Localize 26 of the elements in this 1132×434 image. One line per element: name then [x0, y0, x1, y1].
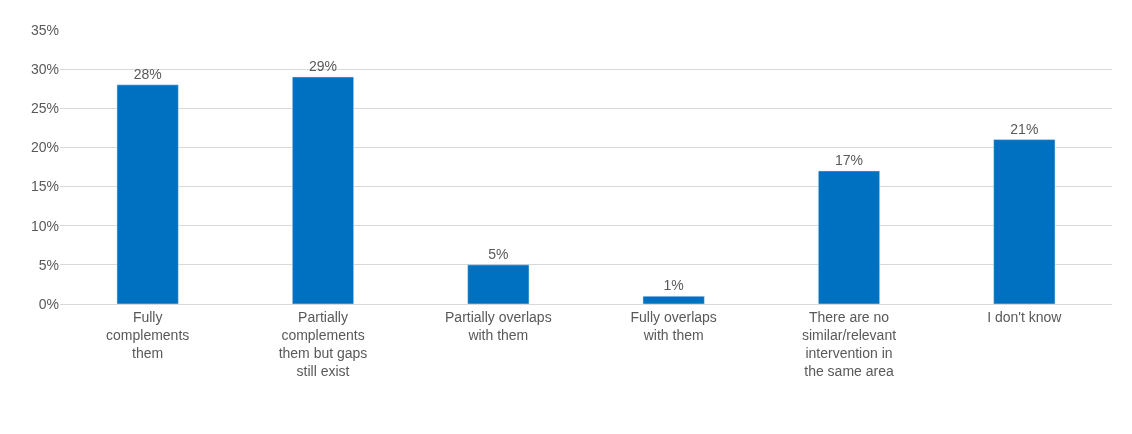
bar	[467, 264, 530, 304]
y-tick-label: 15%	[30, 178, 59, 195]
y-tick-label: 30%	[30, 61, 59, 78]
x-tick-label: Partially overlaps with them	[445, 308, 552, 343]
y-tick-label: 25%	[30, 100, 59, 117]
bar	[993, 139, 1056, 304]
y-tick-label: 0%	[38, 295, 59, 312]
data-label: 29%	[308, 57, 338, 74]
x-tick-label: I don't know	[987, 308, 1063, 325]
data-label: 17%	[834, 151, 864, 168]
y-tick-label: 35%	[30, 21, 59, 38]
data-label: 28%	[133, 65, 162, 82]
x-tick-label: There are no similar/relevant intervention in the same area	[801, 308, 897, 380]
bar	[818, 170, 880, 304]
data-label: 21%	[1010, 120, 1039, 137]
y-tick-label: 10%	[30, 217, 59, 234]
bar	[116, 84, 179, 304]
x-tick-label: Partially complements them but gaps still exist	[278, 308, 368, 380]
x-tick-label: Fully overlaps with them	[630, 308, 717, 343]
bar	[642, 295, 705, 304]
data-label: 5%	[488, 245, 509, 262]
y-tick-label: 5%	[38, 256, 59, 273]
x-tick-label: Fully complements them	[106, 308, 190, 362]
y-tick-label: 20%	[30, 139, 59, 156]
bar	[292, 76, 354, 304]
data-label: 1%	[663, 277, 684, 294]
